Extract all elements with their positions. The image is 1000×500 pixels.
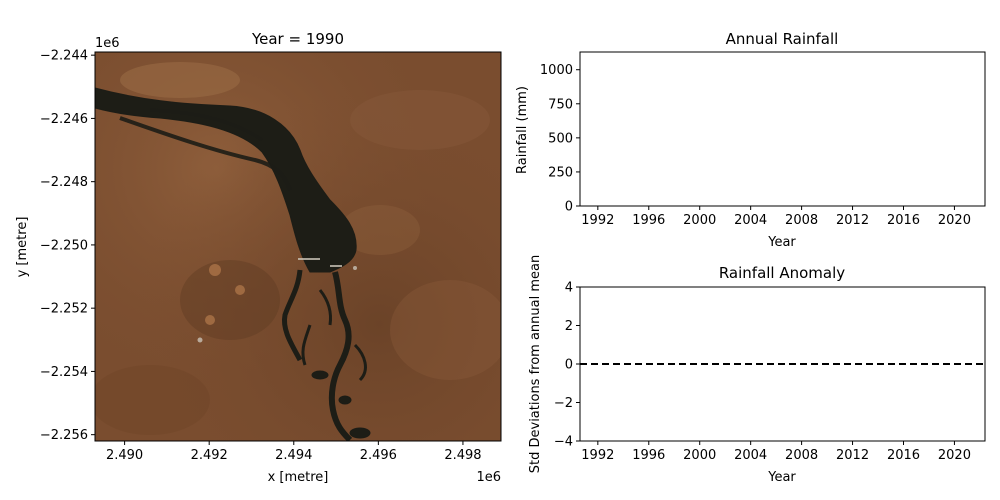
imagery-y-axis: −2.244 −2.246 −2.248 −2.250 −2.252 −2.254 −2.2… [40, 49, 95, 444]
x-tick-label: 2008 [785, 213, 818, 228]
x-tick-label: 2.490 [106, 448, 143, 463]
x-tick-label: 2020 [938, 213, 971, 228]
y-tick-label: −4 [554, 435, 573, 450]
anomaly-x-axis: 1992 1996 2000 2004 2008 2012 2016 2020 [581, 441, 971, 463]
imagery-y-offset: 1e6 [95, 36, 120, 51]
y-tick-label: 750 [548, 97, 573, 112]
y-tick-label: 2 [565, 319, 573, 334]
x-tick-label: 2.494 [275, 448, 312, 463]
anomaly-y-label: Std Deviations from annual mean [528, 255, 543, 473]
rainfall-x-axis: 1992 1996 2000 2004 2008 2012 2016 2020 [581, 206, 971, 228]
anomaly-title: Rainfall Anomaly [719, 264, 845, 282]
anomaly-y-axis: 4 2 0 −2 −4 [554, 281, 580, 450]
satellite-image [90, 52, 510, 441]
imagery-x-label: x [metre] [268, 470, 329, 485]
y-tick-label: −2.244 [40, 49, 88, 64]
x-tick-label: 2.496 [360, 448, 397, 463]
x-tick-label: 1992 [581, 448, 614, 463]
y-tick-label: −2.256 [40, 428, 88, 443]
x-tick-label: 2.492 [191, 448, 228, 463]
x-tick-label: 2004 [734, 448, 767, 463]
x-tick-label: 2000 [683, 213, 716, 228]
y-tick-label: −2.252 [40, 302, 88, 317]
rainfall-y-axis: 0 250 500 750 1000 [540, 63, 580, 214]
y-tick-label: −2 [554, 396, 573, 411]
y-tick-label: 250 [548, 165, 573, 180]
rainfall-panel: Annual Rainfall 1992 1996 2000 2004 2008 2012… [515, 30, 985, 250]
rainfall-title: Annual Rainfall [726, 30, 839, 48]
y-tick-label: 500 [548, 131, 573, 146]
x-tick-label: 2016 [887, 213, 920, 228]
y-tick-label: 0 [565, 200, 573, 215]
x-tick-label: 2004 [734, 213, 767, 228]
imagery-panel: Year = 1990 [15, 30, 510, 485]
rainfall-y-label: Rainfall (mm) [515, 86, 530, 174]
anomaly-x-label: Year [767, 470, 796, 485]
rainfall-plot-area [580, 52, 985, 206]
imagery-x-axis: 2.490 2.492 2.494 2.496 2.498 [106, 441, 482, 463]
anomaly-panel: Rainfall Anomaly 1992 1996 2000 2004 2008 201… [528, 255, 985, 485]
imagery-y-label: y [metre] [15, 217, 30, 278]
rainfall-x-label: Year [767, 235, 796, 250]
y-tick-label: −2.250 [40, 238, 88, 253]
y-tick-label: −2.248 [40, 175, 88, 190]
x-tick-label: 2000 [683, 448, 716, 463]
y-tick-label: 1000 [540, 63, 573, 78]
y-tick-label: 4 [565, 281, 573, 296]
x-tick-label: 2016 [887, 448, 920, 463]
x-tick-label: 2.498 [444, 448, 481, 463]
x-tick-label: 2020 [938, 448, 971, 463]
x-tick-label: 1996 [632, 213, 665, 228]
x-tick-label: 2012 [836, 213, 869, 228]
imagery-x-offset: 1e6 [476, 470, 501, 485]
x-tick-label: 1992 [581, 213, 614, 228]
x-tick-label: 2008 [785, 448, 818, 463]
y-tick-label: −2.246 [40, 112, 88, 127]
y-tick-label: 0 [565, 358, 573, 373]
imagery-title: Year = 1990 [251, 30, 344, 48]
y-tick-label: −2.254 [40, 365, 88, 380]
x-tick-label: 2012 [836, 448, 869, 463]
x-tick-label: 1996 [632, 448, 665, 463]
